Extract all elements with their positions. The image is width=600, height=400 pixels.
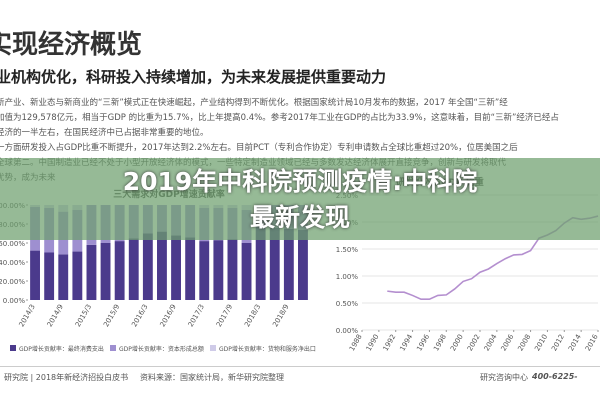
paragraph-line: 经济的一半左右，在国民经济中已占据非常重要的地位。 [0,128,209,138]
x-tick-label: 1998 [432,333,448,352]
x-tick-label: 2016/9 [159,303,178,328]
bar-segment [44,252,55,300]
legend-label: GDP增长贡献率：最终消费支出 [19,345,104,353]
x-tick-label: 2012 [550,333,566,352]
y-tick-label: 20.00% [0,278,25,286]
bar-segment [255,225,266,300]
legend-swatch [10,345,16,351]
x-tick-label: 2015/3 [74,303,93,328]
divider [0,366,600,367]
bar-segment [100,243,111,300]
x-tick-label: 2010 [533,333,549,352]
bar-segment [213,240,224,300]
bar-segment [72,251,83,300]
legend-swatch [110,345,116,351]
bar-segment [185,237,196,300]
y-tick-label: 0.50% [336,300,359,308]
x-tick-label: 2006 [500,333,516,353]
bar-segment [128,238,139,300]
x-tick-label: 2008 [516,333,532,352]
paragraph-line: 新产业、新业态与新商业的“三新”模式正在快速崛起，产业结构得到不断优化。根据国家… [0,98,508,108]
x-tick-label: 2014/3 [18,303,37,328]
x-tick-label: 1994 [398,333,414,353]
x-tick-label: 1996 [415,333,431,353]
bar-segment [86,244,97,300]
x-tick-label: 2016 [584,333,600,353]
x-tick-label: 2018/9 [271,303,290,328]
x-tick-label: 2017/3 [187,303,206,328]
x-tick-label: 2002 [466,333,482,352]
subtitle: 业机构优化，科研投入持续增加，为未来发展提供重要动力 [0,68,387,86]
y-tick-label: 1.50% [336,246,359,254]
bar-segment [171,235,181,300]
footer-phone: 400-6225- [532,372,578,381]
legend-label: GDP增长贡献率：货物和服务净出口 [219,345,316,353]
bar-segment [298,229,308,300]
bar-segment [58,254,69,300]
bar-segment [283,228,294,300]
x-tick-label: 2016/3 [130,303,149,328]
y-tick-label: 0.00% [3,297,26,305]
x-tick-label: 2014 [567,333,583,353]
paragraph-line: 加值为129,578亿元，相当于GDP 的比重为15.7%，比上年提高0.4%。… [0,113,559,123]
x-tick-label: 2000 [449,333,465,352]
title: 实现经济概览 [0,30,143,60]
x-tick-label: 2014/9 [46,303,65,328]
bar-segment [199,241,210,300]
bar-segment [114,241,125,300]
bar-segment [241,243,252,300]
banner: 2019年中科院预测疫情:中科院 最新发现 [0,158,600,240]
y-tick-label: 1.00% [336,273,359,281]
legend-label: GDP增长贡献率：资本形成总额 [119,345,204,353]
footer-left: 研究院 | 2018年新经济招投白皮书 [4,373,129,382]
bar-segment [157,231,167,300]
x-tick-label: 1988 [348,333,364,352]
bar-segment [30,250,40,300]
bar-segment [142,233,153,300]
footer-right: 研究咨询中心 [480,373,528,382]
bar-segment [227,239,238,300]
x-tick-label: 1992 [382,333,398,352]
footer-source: 资料来源：国家统计局，新华研究院整理 [140,373,284,382]
legend-swatch [210,345,216,351]
paragraph-line: 一方面研发投入占GDP比重不断提升，2017年达到2.2%左右。目前PCT（专利… [0,143,518,153]
y-tick-label: 40.00% [0,259,25,267]
banner-line: 2019年中科院预测疫情:中科院 [122,167,478,196]
y-tick-label: 0.00% [336,327,359,335]
x-tick-label: 2018/3 [243,303,262,328]
bar-segment [269,227,280,300]
x-tick-label: 1990 [365,333,381,352]
y-tick-label: 60.00% [0,240,25,248]
x-tick-label: 2004 [483,333,499,353]
banner-line: 最新发现 [249,203,350,232]
x-tick-label: 2015/9 [102,303,121,328]
x-tick-label: 2017/9 [215,303,234,328]
